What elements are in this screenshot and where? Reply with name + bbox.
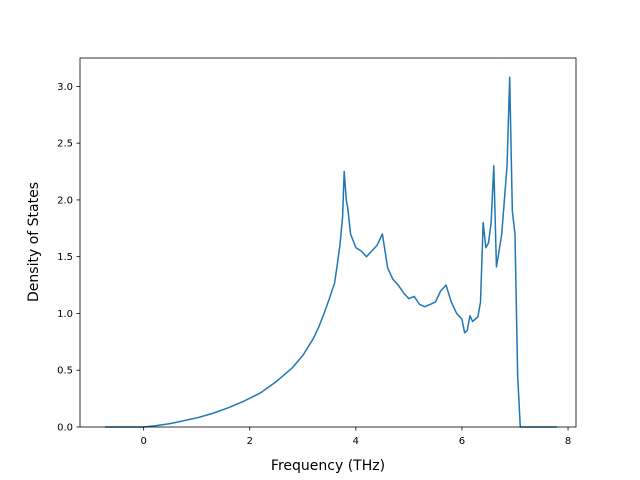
plot-area — [104, 76, 558, 428]
x-axis-ticks: 0 2 4 6 8 — [140, 427, 571, 447]
x-tick-label: 4 — [353, 436, 359, 447]
y-axis-ticks: 0.0 0.5 1.0 1.5 2.0 2.5 3.0 — [57, 82, 80, 434]
y-tick-label: 1.0 — [57, 309, 73, 320]
axes-frame — [79, 57, 577, 428]
x-axis-label: Frequency (THz) — [271, 458, 385, 474]
x-tick-label: 8 — [565, 436, 571, 447]
x-tick-label: 6 — [459, 436, 465, 447]
x-tick-label: 0 — [140, 436, 146, 447]
dos-series-line — [104, 76, 558, 428]
y-axis-label: Density of States — [26, 182, 42, 302]
y-tick-label: 3.0 — [57, 82, 73, 93]
y-tick-label: 2.5 — [57, 139, 73, 150]
y-tick-label: 1.5 — [57, 252, 73, 263]
y-tick-label: 0.5 — [57, 366, 73, 377]
y-tick-label: 2.0 — [57, 195, 73, 206]
x-tick-label: 2 — [247, 436, 253, 447]
y-tick-label: 0.0 — [57, 423, 73, 434]
